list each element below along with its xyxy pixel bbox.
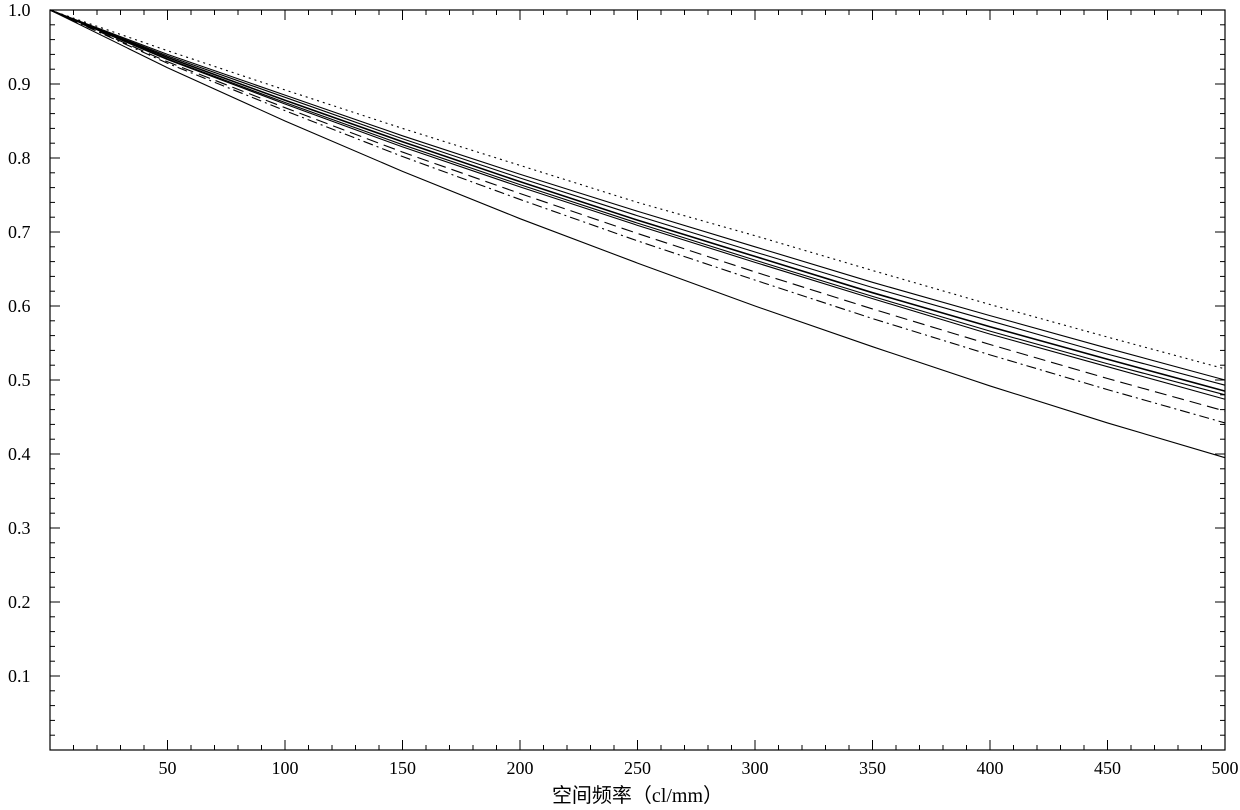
x-tick-label: 150 — [389, 758, 416, 778]
y-tick-label: 0.9 — [8, 74, 31, 94]
x-tick-label: 400 — [977, 758, 1004, 778]
y-tick-label: 1.0 — [8, 0, 31, 20]
series-s2 — [50, 10, 1225, 380]
y-tick-label: 0.5 — [8, 370, 31, 390]
y-tick-label: 0.4 — [8, 444, 31, 464]
x-tick-label: 200 — [507, 758, 534, 778]
x-tick-label: 50 — [159, 758, 177, 778]
x-tick-label: 250 — [624, 758, 651, 778]
y-tick-label: 0.6 — [8, 296, 31, 316]
series-s6 — [50, 10, 1225, 399]
y-tick-label: 0.7 — [8, 222, 31, 242]
series-s8 — [50, 10, 1225, 423]
x-tick-label: 100 — [272, 758, 299, 778]
series-s4 — [50, 10, 1225, 391]
chart-svg: 50 100 150 200 250 300 350 400 450 500 0.1 0.2 0.3 0.… — [0, 0, 1240, 810]
series-s3 — [50, 10, 1225, 385]
y-tick-label: 0.2 — [8, 592, 31, 612]
series-s1 — [50, 10, 1225, 369]
x-tick-label: 300 — [742, 758, 769, 778]
y-tick-label: 0.1 — [8, 666, 31, 686]
x-tick-label: 500 — [1212, 758, 1239, 778]
x-tick-label: 350 — [859, 758, 886, 778]
y-tick-label: 0.3 — [8, 518, 31, 538]
x-tick-label: 450 — [1094, 758, 1121, 778]
y-tick-label: 0.8 — [8, 148, 31, 168]
x-axis-label: 空间频率（cl/mm） — [552, 784, 723, 807]
mtf-chart: 50 100 150 200 250 300 350 400 450 500 0.1 0.2 0.3 0.… — [0, 0, 1240, 810]
